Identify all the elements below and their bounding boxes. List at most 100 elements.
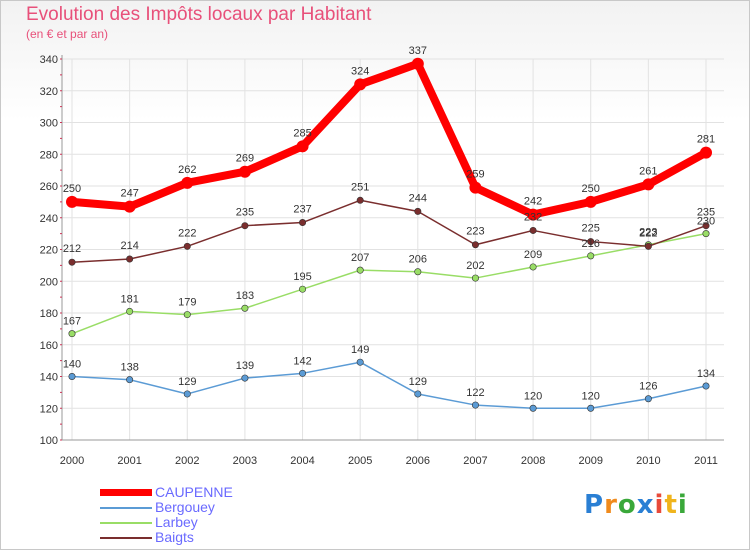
data-point-bergouey [299,369,307,377]
data-label-bergouey: 120 [582,390,600,402]
data-label-bergouey: 129 [409,376,427,388]
y-tick-label: 280 [40,149,58,161]
data-point-baigts [356,196,364,204]
data-label-larbey: 181 [120,293,138,305]
data-label-larbey: 183 [236,290,254,302]
data-label-larbey: 206 [409,254,427,266]
data-label-baigts: 222 [178,227,196,239]
x-tick-label: 2005 [348,455,372,467]
data-label-larbey: 202 [466,260,484,272]
data-label-bergouey: 129 [178,376,196,388]
legend-label: Baigts [155,529,194,545]
data-label-caupenne: 324 [351,65,369,77]
y-tick-label: 120 [40,403,58,415]
data-label-bergouey: 149 [351,344,369,356]
data-point-caupenne [123,200,136,213]
data-label-larbey: 230 [697,216,715,228]
data-point-bergouey [241,374,249,382]
data-point-larbey [702,230,710,238]
legend-label: Bergouey [155,499,215,515]
y-tick-label: 300 [40,118,58,130]
x-tick-label: 2010 [636,455,660,467]
y-tick-label: 320 [40,86,58,98]
data-label-bergouey: 142 [293,355,311,367]
data-point-baigts [414,207,422,215]
data-point-larbey [587,252,595,260]
x-tick-label: 2002 [175,455,199,467]
y-tick-label: 160 [40,340,58,352]
data-point-bergouey [68,372,76,380]
series-line-bergouey [71,361,707,409]
legend-item-baigts: Baigts [100,530,233,545]
data-point-larbey [126,307,134,315]
data-label-caupenne: 247 [120,188,138,200]
data-label-bergouey: 122 [466,387,484,399]
data-point-bergouey [414,390,422,398]
x-tick-label: 2008 [521,455,545,467]
data-point-bergouey [702,382,710,390]
data-label-larbey: 167 [63,316,81,328]
data-point-caupenne [181,176,194,189]
data-point-baigts [471,241,479,249]
legend-swatch [100,489,152,496]
data-label-caupenne: 337 [409,45,427,57]
data-label-larbey: 209 [524,249,542,261]
y-tick-label: 180 [40,308,58,320]
data-point-bergouey [183,390,191,398]
data-label-larbey: 207 [351,252,369,264]
series-line-baigts [71,199,707,263]
data-label-baigts: 251 [351,181,369,193]
data-point-larbey [471,274,479,282]
data-label-caupenne: 281 [697,134,715,146]
data-label-baigts: 223 [466,226,484,238]
data-point-bergouey [356,358,364,366]
data-label-baigts: 232 [524,211,542,223]
x-tick-label: 2011 [694,455,718,467]
data-label-caupenne: 250 [582,183,600,195]
data-point-larbey [241,304,249,312]
legend-item-bergouey: Bergouey [100,500,233,515]
y-tick-label: 240 [40,213,58,225]
data-point-larbey [299,285,307,293]
data-point-baigts [126,255,134,263]
x-tick-label: 2000 [60,455,84,467]
data-label-bergouey: 126 [639,381,657,393]
data-point-baigts [183,242,191,250]
data-point-caupenne [469,181,482,194]
logo-letter: r [604,490,618,520]
legend-swatch [100,536,152,539]
data-point-caupenne [584,195,597,208]
y-tick-label: 100 [40,435,58,447]
data-label-bergouey: 139 [236,360,254,372]
data-label-caupenne: 269 [236,153,254,165]
data-point-baigts [241,222,249,230]
x-tick-label: 2003 [233,455,257,467]
data-label-baigts: 212 [63,243,81,255]
chart-subtitle: (en € et par an) [26,27,109,41]
data-point-bergouey [587,404,595,412]
data-label-bergouey: 140 [63,359,81,371]
data-point-caupenne [411,57,424,70]
data-label-baigts: 214 [120,240,138,252]
series-line-caupenne [68,59,710,219]
data-point-larbey [68,330,76,338]
data-point-caupenne [354,78,367,91]
data-point-baigts [299,219,307,227]
x-tick-label: 2006 [406,455,430,467]
data-label-caupenne: 242 [524,196,542,208]
data-point-bergouey [126,376,134,384]
data-point-caupenne [700,146,712,159]
data-label-larbey: 179 [178,297,196,309]
data-point-caupenne [642,178,655,191]
data-point-larbey [414,268,422,276]
proxiti-logo: Proxiti [584,490,688,520]
data-point-caupenne [238,165,251,178]
chart-title: Evolution des Impôts locaux par Habitant [26,4,372,25]
data-label-baigts: 235 [236,207,254,219]
logo-letter: o [617,490,637,520]
data-point-larbey [183,311,191,319]
y-tick-label: 260 [40,181,58,193]
x-tick-label: 2004 [290,455,314,467]
